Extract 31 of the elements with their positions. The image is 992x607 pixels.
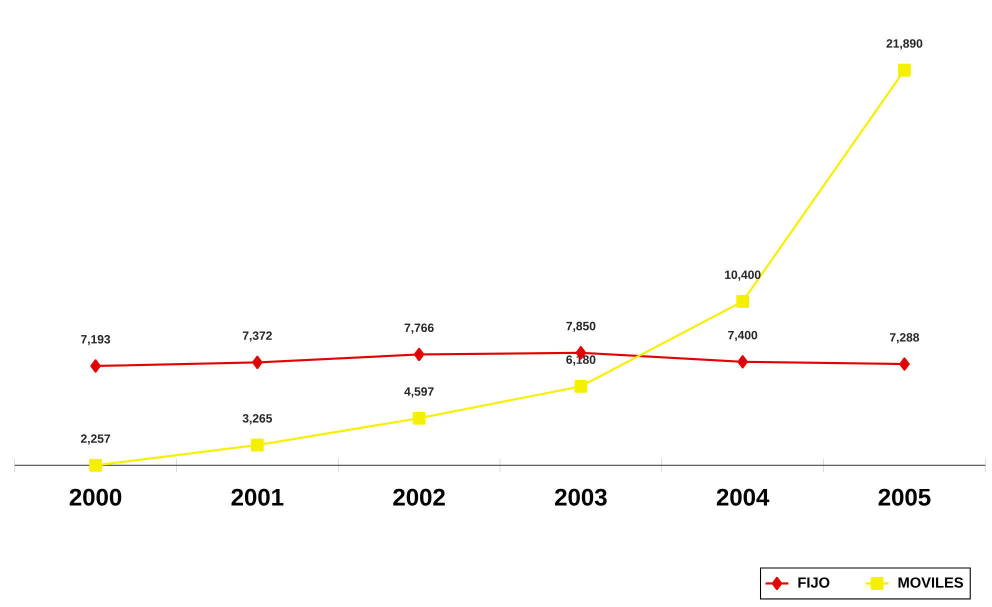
data-label: 10,400 [725, 270, 761, 281]
data-label: 4,597 [404, 387, 434, 398]
data-label: 7,850 [566, 322, 596, 332]
point [89, 459, 102, 472]
data-label: 7,288 [890, 333, 920, 344]
point [737, 355, 748, 369]
x-tick-label: 2003 [555, 488, 607, 506]
data-label: 7,400 [728, 331, 758, 342]
x-tick-label: 2004 [716, 488, 770, 506]
point [414, 348, 424, 362]
legend-label: FIJO [798, 578, 830, 588]
data-label: 2,257 [80, 434, 110, 445]
data-label: 21,890 [886, 39, 922, 50]
data-label: 3,265 [242, 414, 272, 425]
x-tick-label: 2002 [393, 488, 445, 506]
data-label: 6,180 [566, 356, 596, 366]
point [250, 438, 264, 452]
x-tick-label: 2005 [878, 488, 930, 506]
data-label: 7,372 [242, 332, 272, 342]
legend-label: MOVILES [898, 578, 964, 588]
data-label: 7,193 [81, 335, 110, 346]
point [90, 359, 101, 373]
point [736, 295, 750, 308]
point [412, 412, 426, 425]
x-tick-label: 2001 [231, 488, 284, 506]
point [899, 358, 910, 371]
point [252, 356, 263, 370]
point [898, 64, 911, 77]
x-tick-label: 2000 [70, 488, 122, 506]
point [574, 380, 588, 393]
data-label: 7,766 [404, 324, 434, 334]
